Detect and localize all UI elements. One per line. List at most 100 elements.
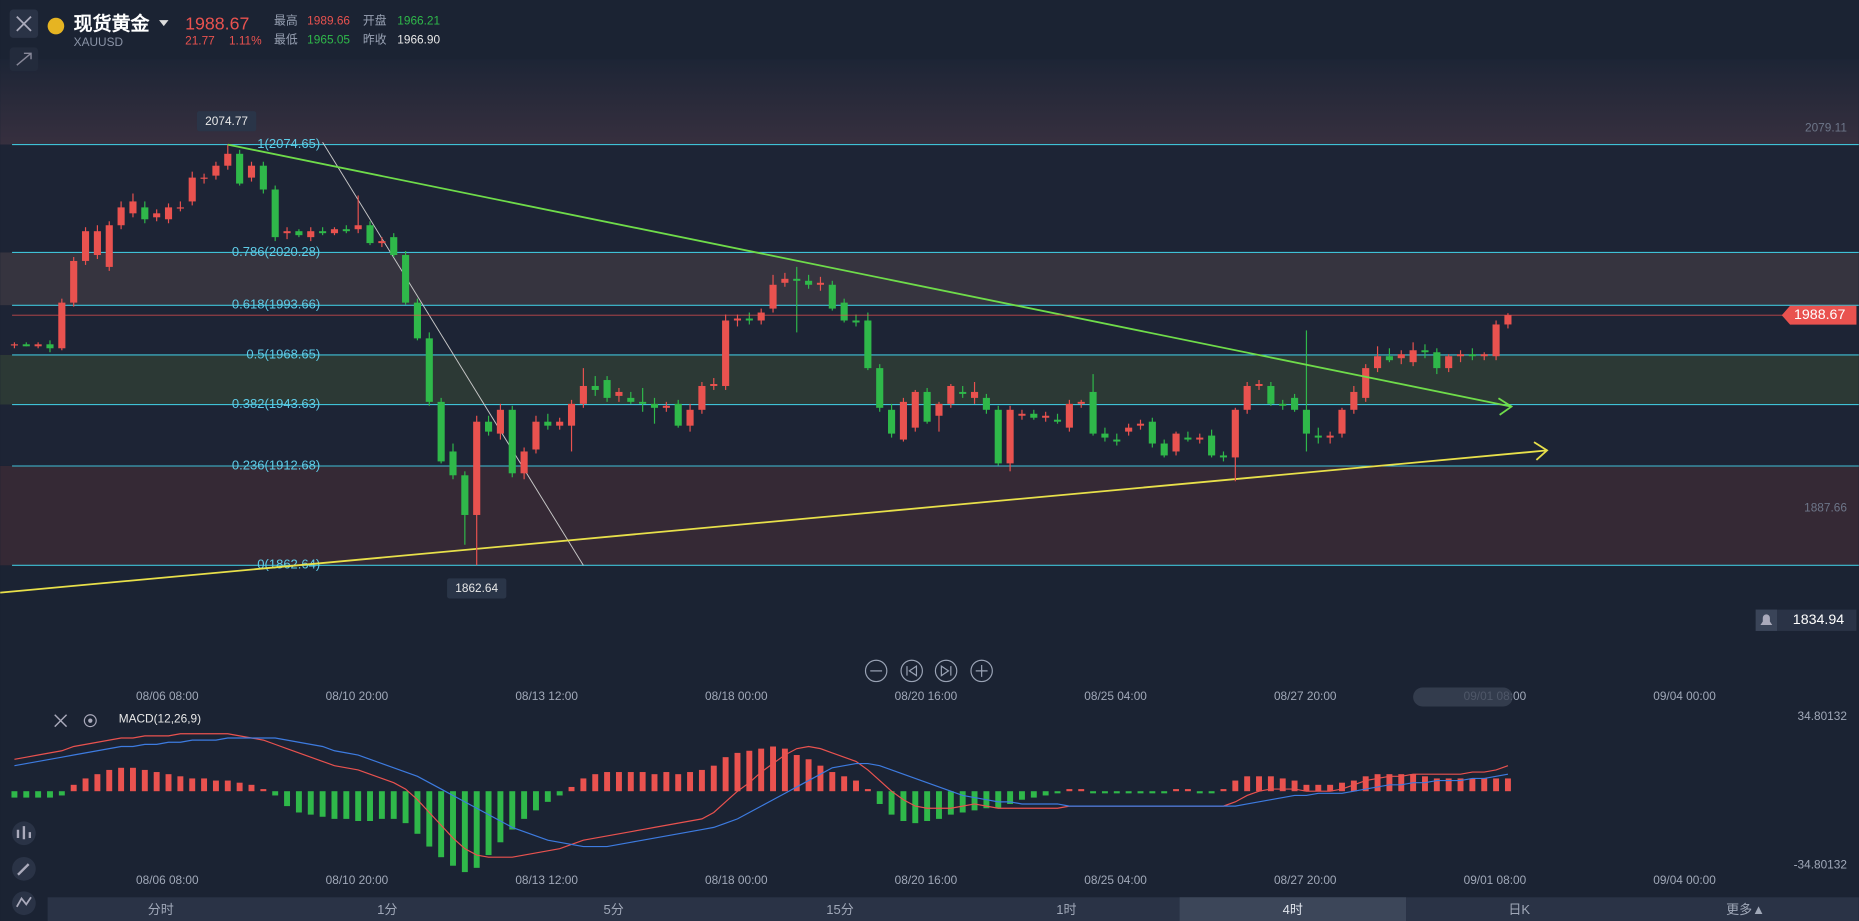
candle-body — [283, 231, 291, 234]
tab[interactable]: 15分 — [826, 902, 853, 917]
macd-bar — [509, 791, 516, 830]
candle-body — [188, 177, 196, 202]
tab[interactable]: 1时 — [1056, 902, 1076, 917]
tab[interactable]: 更多▲ — [1726, 902, 1765, 917]
tab[interactable]: 日K — [1508, 902, 1530, 917]
macd-bar — [189, 778, 196, 792]
candle-body — [1480, 354, 1488, 357]
candle-body — [1338, 409, 1346, 434]
macd-bar — [1137, 791, 1144, 794]
macd-bar — [568, 786, 575, 792]
macd-bar — [295, 791, 302, 813]
candle-body — [259, 165, 267, 190]
macd-bar — [829, 772, 836, 792]
macd-bar — [461, 791, 468, 873]
macd-bar — [106, 769, 113, 792]
candle-body — [1456, 354, 1465, 357]
macd-bar — [319, 791, 326, 817]
macd-bar — [367, 791, 373, 822]
candle-body — [710, 383, 718, 386]
scroll-start[interactable] — [900, 659, 923, 683]
x-tick-label: 08/27 20:00 — [1274, 689, 1337, 703]
macd-bar — [1433, 778, 1440, 792]
macd-bar — [1078, 789, 1085, 792]
dropdown-arrow[interactable] — [159, 20, 169, 27]
open: 1966.21 — [397, 13, 440, 27]
macd-bar — [793, 755, 800, 792]
instrument-name: 现货黄金 — [74, 12, 151, 35]
macd-bar — [1350, 780, 1357, 792]
zoom-in[interactable] — [970, 659, 993, 683]
scroll-end[interactable] — [934, 659, 958, 683]
macd-bar — [876, 791, 883, 804]
alert-label: 1834.94 — [1793, 612, 1844, 628]
macd-bar — [1066, 789, 1073, 792]
tab-bar — [47, 897, 1859, 921]
macd-bar — [355, 791, 362, 822]
x-tick-label: 08/10 20:00 — [326, 873, 389, 887]
x-tick-label: 08/06 08:00 — [136, 873, 199, 887]
macd-bar — [1042, 791, 1049, 796]
high-marker: 2074.77 — [205, 114, 248, 128]
candle-tool-icon — [16, 826, 32, 840]
candle-body — [437, 401, 445, 462]
macd-bar — [402, 791, 409, 824]
candle-body — [1279, 403, 1287, 406]
band — [0, 59, 1859, 145]
macd-bar — [533, 791, 539, 811]
candle-body — [1042, 415, 1050, 418]
change: 21.77 — [185, 34, 215, 48]
macd-bar — [900, 791, 907, 822]
candle-body — [485, 421, 493, 432]
tab[interactable]: 1分 — [377, 902, 397, 917]
tab[interactable]: 5分 — [603, 902, 623, 917]
candle-body — [615, 391, 623, 396]
macd-bar — [663, 772, 670, 792]
candle-body — [508, 409, 516, 474]
macd-bar — [82, 778, 89, 792]
low-label: 最低 — [274, 32, 298, 46]
candle-body — [58, 302, 66, 349]
candle-body — [1385, 356, 1393, 361]
candle-body — [1089, 391, 1097, 434]
macd-bar — [47, 791, 53, 798]
candle-body — [1350, 391, 1358, 410]
macd-bar — [781, 748, 788, 792]
macd-bar — [698, 769, 705, 792]
settings-indicator[interactable] — [83, 714, 97, 728]
start-icon — [906, 665, 918, 677]
candle-body — [22, 344, 30, 347]
tab[interactable]: 4时 — [1283, 902, 1303, 917]
macd-bar — [1279, 778, 1286, 792]
candle-body — [271, 189, 279, 238]
candle-body — [153, 213, 161, 218]
macd-bar — [58, 791, 65, 796]
candle-body — [1362, 368, 1370, 398]
close-indicator[interactable] — [54, 714, 68, 728]
candle-body — [141, 207, 149, 220]
macd-bar — [592, 774, 599, 792]
macd-bar — [1445, 778, 1452, 792]
macd-bar — [1054, 791, 1061, 794]
candle-body — [1468, 354, 1476, 357]
candle-body — [390, 237, 398, 256]
tab[interactable]: 分时 — [148, 902, 174, 917]
macd-bar — [1291, 780, 1298, 792]
candle-body — [1208, 435, 1216, 456]
fib-label: 0.382(1943.63) — [232, 396, 320, 411]
macd-bar — [1374, 774, 1381, 792]
candle-body — [556, 421, 564, 426]
macd-bar — [1339, 782, 1345, 792]
macd-bar — [1457, 778, 1464, 792]
candle-body — [1172, 433, 1180, 452]
candle-body — [1243, 385, 1251, 410]
candle-body — [307, 231, 315, 238]
macd-bar — [805, 759, 812, 792]
candle-body — [982, 397, 990, 410]
zoom-out[interactable] — [864, 659, 888, 683]
macd-title: MACD(12,26,9) — [119, 712, 201, 726]
x-tick-label: 08/25 04:00 — [1084, 873, 1147, 887]
macd-bar — [853, 780, 859, 792]
tool-button[interactable] — [12, 891, 36, 916]
macd-line — [14, 733, 1509, 858]
